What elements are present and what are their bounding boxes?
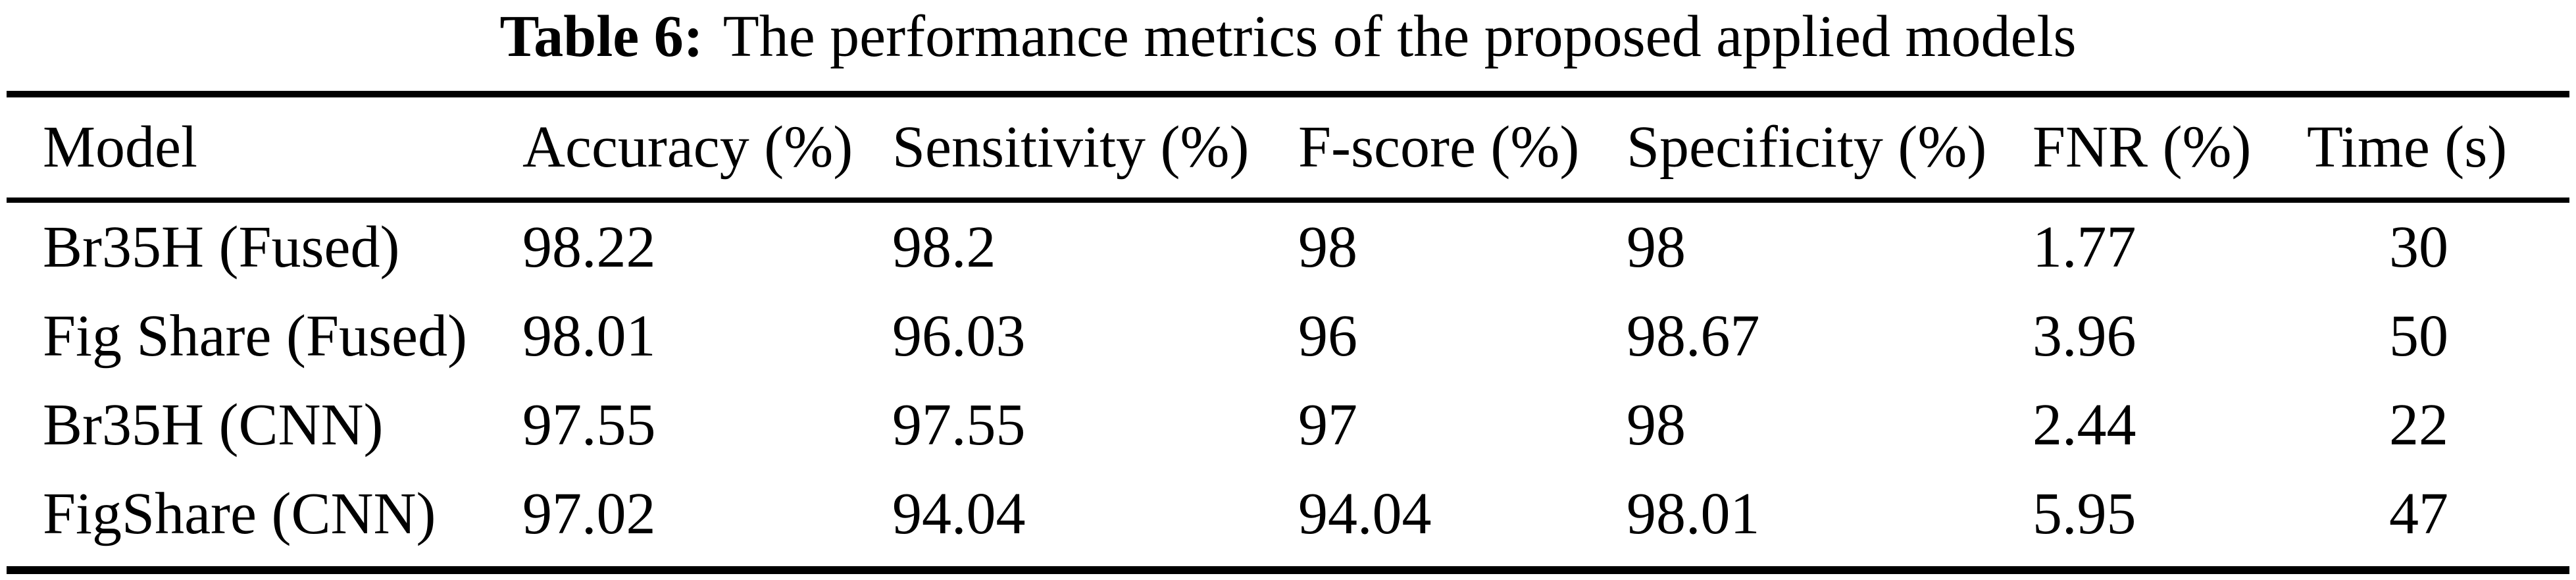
cell-fscore: 94.04 [1298, 481, 1432, 546]
col-header-specificity: Specificity (%) [1627, 115, 1987, 180]
table-row: Fig Share (Fused) 98.01 96.03 96 98.67 3… [7, 292, 2569, 381]
cell-accuracy: 98.01 [522, 303, 656, 369]
table-row: Br35H (Fused) 98.22 98.2 98 98 1.77 30 [7, 200, 2569, 292]
cell-sensitivity: 97.55 [892, 392, 1026, 458]
cell-accuracy: 97.02 [522, 481, 656, 546]
cell-specificity: 98.67 [1627, 303, 1760, 369]
col-header-sensitivity: Sensitivity (%) [892, 115, 1250, 180]
table-row: Br35H (CNN) 97.55 97.55 97 98 2.44 22 [7, 381, 2569, 469]
cell-fscore: 97 [1298, 392, 1357, 458]
header-row: Model Accuracy (%) Sensitivity (%) F-sco… [7, 94, 2569, 200]
cell-fnr: 5.95 [2033, 481, 2136, 546]
cell-model: Br35H (Fused) [43, 215, 400, 280]
cell-specificity: 98 [1627, 392, 1686, 458]
col-header-accuracy: Accuracy (%) [522, 115, 853, 180]
cell-fscore: 96 [1298, 303, 1357, 369]
cell-accuracy: 97.55 [522, 392, 656, 458]
table-caption-text: The performance metrics of the proposed … [722, 4, 2077, 69]
cell-model: Fig Share (Fused) [43, 303, 467, 369]
cell-time: 30 [2389, 215, 2448, 280]
table-row: FigShare (CNN) 97.02 94.04 94.04 98.01 5… [7, 469, 2569, 570]
cell-specificity: 98 [1627, 215, 1686, 280]
cell-model: FigShare (CNN) [43, 481, 436, 546]
col-header-time: Time (s) [2307, 115, 2508, 180]
performance-metrics-table: Model Accuracy (%) Sensitivity (%) F-sco… [7, 91, 2569, 574]
col-header-fscore: F-score (%) [1298, 115, 1580, 180]
cell-fnr: 3.96 [2033, 303, 2136, 369]
cell-time: 50 [2389, 303, 2448, 369]
table-container: Model Accuracy (%) Sensitivity (%) F-sco… [7, 91, 2569, 574]
cell-sensitivity: 94.04 [892, 481, 1026, 546]
col-header-fnr: FNR (%) [2033, 115, 2252, 180]
cell-fscore: 98 [1298, 215, 1357, 280]
cell-model: Br35H (CNN) [43, 392, 384, 458]
col-header-model: Model [43, 115, 197, 180]
cell-sensitivity: 98.2 [892, 215, 996, 280]
cell-specificity: 98.01 [1627, 481, 1760, 546]
cell-time: 47 [2389, 481, 2448, 546]
cell-fnr: 2.44 [2033, 392, 2136, 458]
cell-fnr: 1.77 [2033, 215, 2136, 280]
cell-time: 22 [2389, 392, 2448, 458]
table-caption-label: Table 6: [499, 4, 703, 69]
table-caption: Table 6: The performance metrics of the p… [0, 0, 2576, 74]
cell-accuracy: 98.22 [522, 215, 656, 280]
cell-sensitivity: 96.03 [892, 303, 1026, 369]
